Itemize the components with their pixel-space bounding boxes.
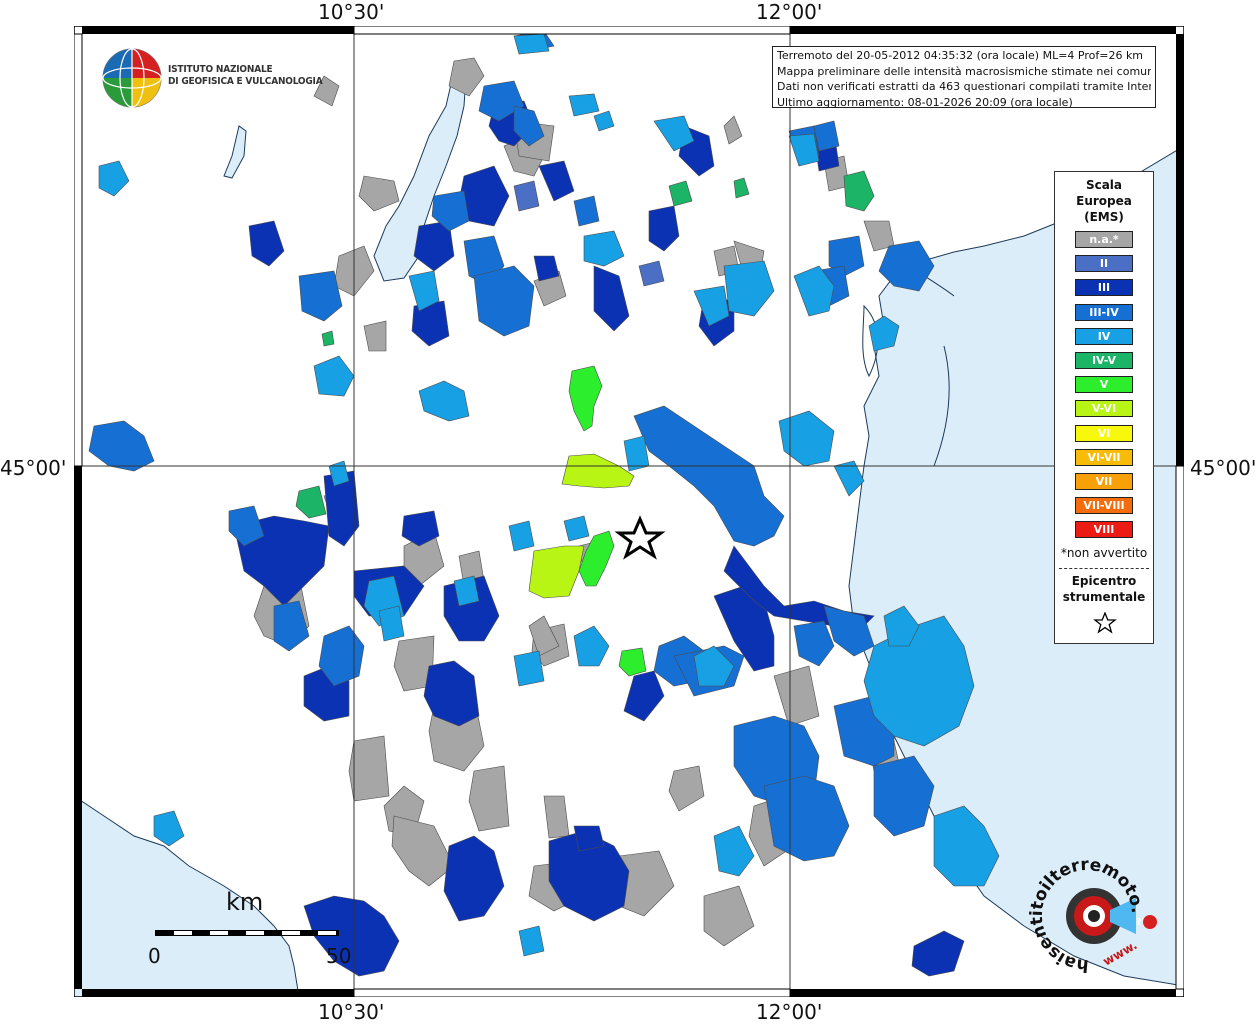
legend-separator [1059,568,1149,569]
tyrrhenian-sea [74,795,300,997]
legend-swatch-5: IV [1075,327,1133,345]
ingv-globe-icon [102,48,162,108]
event-info-box: Terremoto del 20-05-2012 04:35:32 (ora l… [772,46,1156,109]
lon-label-top-1030: 10°30' [318,0,385,24]
hst-logo-text-svg: haisentitoilterremoto.it www. ? [1020,835,1147,975]
lon-label-bottom-1030: 10°30' [318,1000,385,1024]
legend-title: Scala Europea (EMS) [1076,178,1132,224]
lake-garda [373,70,467,282]
hst-logo-text: haisentitoilterremoto.it www. ? [1020,835,1154,980]
event-line-2: Mappa preliminare delle intensità macros… [777,64,1151,78]
legend-note: *non avvertito [1060,546,1148,560]
legend-swatch-2: II [1075,255,1133,273]
scale-bar-start: 0 [148,944,161,968]
map-border [74,26,1184,997]
legend-swatch-13: VIII [1075,521,1133,539]
ingv-logo-line-2: DI GEOFISICA E VULCANOLOGIA [168,76,323,87]
legend-swatch-6: IV-V [1075,352,1133,369]
legend-swatch-9: VI [1075,424,1133,442]
scale-bar-end: 50 [326,944,352,968]
graticule [74,26,1184,997]
municipality-polygons [88,30,1000,977]
event-line-3: Dati non verificati estratti da 463 ques… [777,80,1151,93]
legend-swatch-4: III-IV [1075,303,1133,321]
legend-swatch-3: III [1075,279,1133,297]
legend-swatch-10: VI-VII [1075,448,1133,466]
hst-logo-qmark: ? [1136,917,1142,928]
lat-label-left-4500: 45°00' [0,456,67,480]
epicenter-star-icon [614,515,666,560]
event-line-1: Terremoto del 20-05-2012 04:35:32 (ora l… [777,49,1144,62]
scale-bar-unit: km [226,888,264,916]
legend-epicenter-title: Epicentro strumentale [1062,574,1146,604]
legend-swatch-11: VII [1075,473,1133,490]
hst-logo-arc-text: haisentitoilterremoto.it [1020,835,1147,975]
lat-label-right-4500: 45°00' [1190,456,1256,480]
lon-label-bottom-1200: 12°00' [756,1000,823,1024]
lake-iseo [223,125,247,179]
legend-swatch-8: V-VI [1075,400,1133,418]
legend-star-icon [1093,612,1117,634]
legend-swatch-7: V [1075,376,1133,394]
ems-legend: Scala Europea (EMS) n.a.* II III III-IV IV IV… [1054,171,1154,644]
ingv-logo-text: ISTITUTO NAZIONALE DI GEOFISICA E VULCAN… [168,64,323,88]
hst-logo-www: www. [1101,938,1140,969]
hst-logo-icon [1066,888,1157,944]
intensity-map [74,26,1184,997]
legend-swatch-12: VII-VIII [1075,497,1133,515]
legend-swatch-1: n.a.* [1075,231,1133,248]
svg-text:haisentitoilterremoto.it: haisentitoilterremoto.it [1024,850,1147,975]
lon-label-top-1200: 12°00' [756,0,823,24]
ingv-logo-line-1: ISTITUTO NAZIONALE [168,64,273,75]
scale-bar [155,930,339,936]
event-line-4: Ultimo aggiornamento: 08-01-2026 20:09 (… [777,95,1073,109]
